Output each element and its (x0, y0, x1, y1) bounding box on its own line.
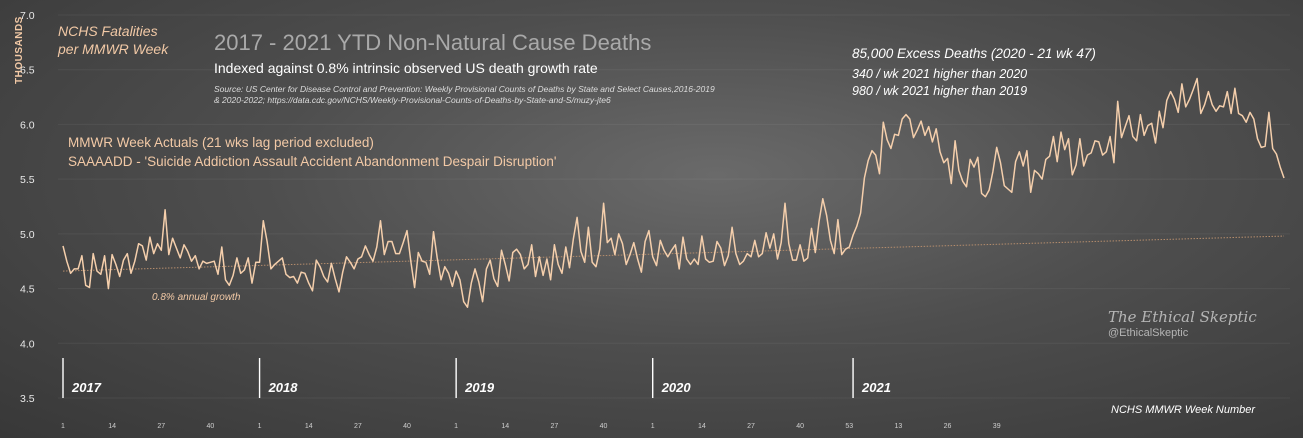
week-tick-labels: 1 14 27 40 1 14 27 40 1 14 27 40 1 14 27 40 53 13 26 39 (61, 423, 1001, 430)
excess-vs-2019-annotation: 980 / wk 2021 higher than 2019 (852, 84, 1028, 98)
year-label: 2019 (464, 380, 495, 395)
week-tick-label: 39 (993, 423, 1001, 430)
week-tick-label: 40 (207, 423, 215, 430)
week-tick-label: 27 (551, 423, 559, 430)
week-tick-label: 1 (258, 423, 262, 430)
y-tick-label: 4.0 (20, 338, 35, 350)
y-tick-label: 5.5 (20, 174, 35, 186)
week-tick-label: 1 (61, 423, 65, 430)
week-tick-label: 27 (157, 423, 165, 430)
week-tick-label: 14 (501, 423, 509, 430)
week-tick-label: 53 (845, 423, 853, 430)
series-label-line1: NCHS Fatalities (58, 23, 158, 39)
year-markers: 2017 2018 2019 2020 2021 (62, 358, 891, 398)
y-tick-label: 4.5 (20, 284, 35, 296)
y-axis-label: THOUSANDS (14, 16, 25, 84)
source-note: Source: US Center for Disease Control an… (214, 84, 715, 106)
y-tick-label: 3.5 (20, 393, 35, 405)
week-tick-label: 13 (895, 423, 903, 430)
y-gridlines (58, 14, 1290, 399)
growth-baseline-line (62, 235, 1285, 272)
week-tick-label: 40 (600, 423, 608, 430)
y-tick-label: 6.5 (20, 65, 35, 77)
y-tick-label: 7.0 (20, 10, 35, 22)
excess-total-annotation: 85,000 Excess Deaths (2020 - 21 wk 47) (852, 46, 1096, 61)
week-tick-label: 1 (454, 423, 458, 430)
brand-name: The Ethical Skeptic (1108, 308, 1257, 326)
source-line2: & 2020-2022; https://data.cdc.gov/NCHS/W… (214, 95, 611, 105)
growth-label: 0.8% annual growth (152, 292, 241, 303)
week-tick-label: 40 (403, 423, 411, 430)
source-line1: Source: US Center for Disease Control an… (214, 84, 715, 94)
year-label: 2021 (861, 380, 891, 395)
chart-title: 2017 - 2021 YTD Non-Natural Cause Deaths (214, 30, 652, 55)
week-tick-label: 27 (747, 423, 755, 430)
brand-handle: @EthicalSkeptic (1108, 327, 1189, 339)
y-tick-label: 5.0 (20, 229, 35, 241)
year-label: 2017 (71, 380, 102, 395)
week-tick-label: 14 (698, 423, 706, 430)
y-tick-labels: 7.0 6.5 6.0 5.5 5.0 4.5 4.0 3.5 (20, 10, 35, 405)
year-label: 2018 (268, 380, 299, 395)
week-tick-label: 27 (354, 423, 362, 430)
excess-vs-2020-annotation: 340 / wk 2021 higher than 2020 (852, 67, 1028, 81)
series-label-line2: per MMWR Week (58, 41, 169, 57)
week-tick-label: 14 (108, 423, 116, 430)
saaaadd-annotation: SAAAADD - 'Suicide Addiction Assault Acc… (68, 154, 557, 169)
week-tick-label: 40 (796, 423, 804, 430)
chart-subtitle: Indexed against 0.8% intrinsic observed … (214, 60, 598, 76)
series-label: NCHS Fatalities per MMWR Week (58, 22, 168, 58)
fatalities-series-line (62, 77, 1285, 308)
week-tick-label: 26 (944, 423, 952, 430)
week-tick-label: 14 (305, 423, 313, 430)
x-axis-title: NCHS MMWR Week Number (1111, 404, 1256, 416)
actuals-annotation: MMWR Week Actuals (21 wks lag period exc… (68, 135, 374, 150)
week-tick-label: 1 (651, 423, 655, 430)
y-tick-label: 6.0 (20, 119, 35, 131)
year-label: 2020 (661, 380, 692, 395)
